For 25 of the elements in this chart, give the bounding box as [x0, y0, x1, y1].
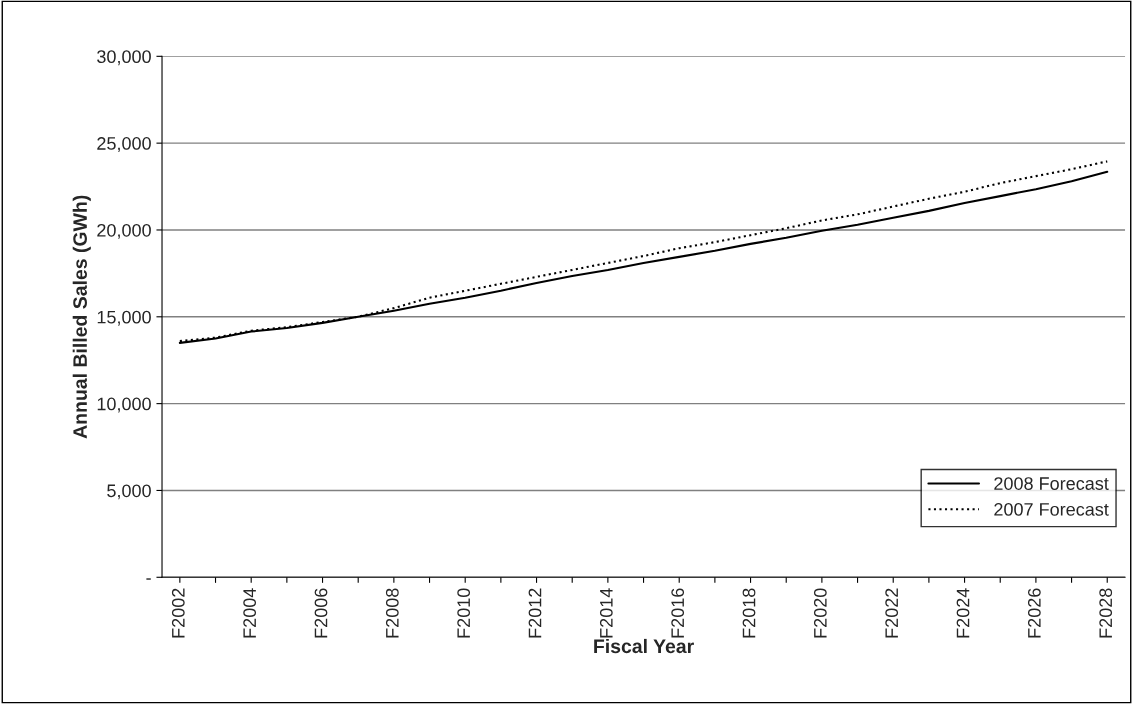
x-tick-label: F2014	[599, 588, 613, 638]
x-tick-label: F2028	[1099, 588, 1113, 638]
y-tick-label: -	[146, 578, 151, 580]
x-axis-title: Fiscal Year	[594, 638, 694, 654]
x-tick-label: F2004	[243, 588, 257, 638]
y-tick-label: 5,000	[107, 484, 151, 500]
x-tick-label: F2012	[528, 588, 542, 638]
y-tick-label: 30,000	[97, 50, 151, 66]
y-tick-label: 25,000	[97, 137, 151, 152]
y-tick-label: 10,000	[97, 397, 151, 413]
x-tick-label: F2024	[956, 588, 970, 638]
legend-label: 2007 Forecast	[994, 503, 1109, 516]
x-tick-label: F2022	[885, 588, 899, 638]
y-tick-label: 20,000	[97, 223, 151, 239]
x-tick-label: F2016	[671, 588, 685, 638]
x-tick-label: F2018	[742, 588, 756, 638]
legend-label: 2008 Forecast	[994, 477, 1109, 490]
y-axis-title: Annual Billed Sales (GWh)	[72, 195, 91, 439]
y-tick-label: 15,000	[97, 310, 151, 326]
x-tick-label: F2002	[171, 588, 185, 638]
x-tick-label: F2020	[813, 588, 827, 638]
x-tick-label: F2010	[457, 588, 471, 638]
x-tick-label: F2026	[1027, 588, 1041, 638]
x-tick-label: F2006	[314, 588, 328, 638]
x-tick-label: F2008	[385, 588, 399, 638]
